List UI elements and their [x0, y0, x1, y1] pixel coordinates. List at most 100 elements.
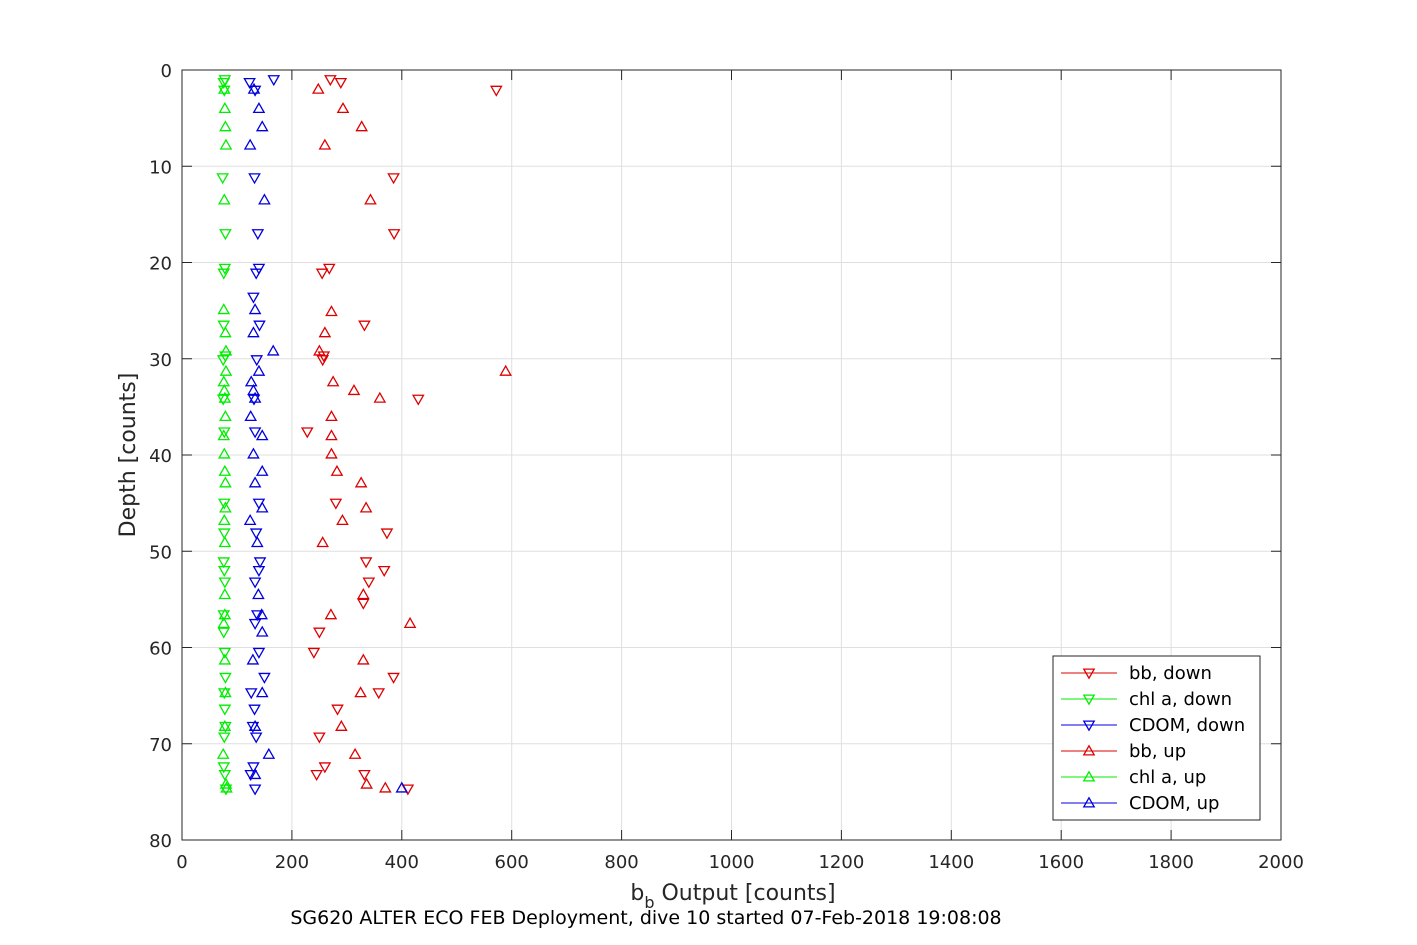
data-point [347, 384, 361, 396]
data-point [310, 770, 323, 782]
data-point [248, 577, 262, 589]
y-tick-label: 30 [149, 350, 172, 371]
data-point [247, 326, 260, 338]
data-point [255, 120, 269, 132]
data-point [403, 616, 417, 628]
legend-label: chl a, up [1129, 767, 1206, 788]
data-point [248, 476, 262, 488]
data-point [362, 577, 376, 589]
data-point [217, 429, 231, 441]
y-tick-label: 50 [149, 542, 172, 563]
data-point [217, 565, 231, 578]
series-5 [243, 82, 409, 793]
data-point [244, 688, 258, 700]
data-point [218, 391, 232, 403]
data-point [219, 686, 232, 698]
data-point [218, 719, 232, 731]
data-point [220, 781, 233, 793]
data-point [243, 513, 257, 525]
y-tick-label: 40 [149, 446, 172, 467]
data-point [219, 344, 233, 356]
data-point [255, 464, 269, 476]
data-point [219, 364, 233, 376]
x-tick-label: 2000 [1258, 852, 1304, 873]
data-point [217, 627, 231, 639]
data-point [387, 229, 401, 241]
data-point [300, 427, 314, 439]
data-point [248, 391, 262, 403]
y-tick-label: 20 [149, 254, 172, 275]
data-point [316, 536, 329, 548]
data-point [372, 688, 386, 700]
data-point [217, 498, 231, 510]
legend-marker [1082, 744, 1096, 756]
data-point [336, 101, 350, 114]
data-point [331, 704, 344, 716]
data-point [253, 557, 267, 569]
legend-marker [1082, 694, 1096, 706]
data-point [217, 447, 231, 459]
data-point [348, 747, 362, 759]
data-point [489, 85, 503, 97]
data-point [218, 577, 232, 589]
y-tick-label: 60 [149, 639, 172, 660]
legend-label: CDOM, down [1129, 715, 1245, 736]
data-point [244, 770, 258, 782]
x-tick-label: 800 [604, 852, 638, 873]
data-point [250, 355, 264, 367]
legend-label: CDOM, up [1129, 793, 1219, 814]
data-point [357, 598, 370, 610]
data-point [250, 610, 264, 622]
data-point [258, 672, 271, 684]
data-point [219, 672, 232, 684]
data-point [318, 326, 332, 338]
data-point [248, 768, 262, 780]
data-point [219, 229, 232, 241]
data-point [249, 268, 263, 280]
legend-box [1052, 655, 1261, 821]
data-point [219, 476, 232, 488]
data-point [218, 704, 232, 716]
data-point [336, 513, 349, 525]
legend-label: bb, up [1129, 741, 1186, 762]
data-point [258, 193, 271, 205]
x-tick-label: 600 [495, 852, 529, 873]
x-tick-label: 1800 [1148, 852, 1194, 873]
x-tick-label: 0 [176, 852, 187, 873]
data-point [218, 608, 232, 620]
data-point [246, 653, 260, 665]
legend-marker [1082, 796, 1096, 808]
data-point [216, 173, 229, 185]
data-point [357, 588, 370, 600]
data-point [325, 429, 338, 441]
data-point [219, 501, 232, 513]
data-point [255, 686, 269, 698]
data-point [250, 536, 264, 548]
legend-label: chl a, down [1129, 689, 1232, 710]
y-tick-label: 80 [149, 831, 172, 852]
data-point [251, 229, 265, 241]
x-tick-label: 200 [275, 852, 309, 873]
data-point [252, 565, 266, 578]
data-point [266, 344, 280, 356]
data-point [358, 770, 371, 782]
data-point [217, 303, 231, 315]
data-point [217, 193, 231, 205]
data-point [360, 777, 373, 789]
x-axis-label: bb Output [counts] [630, 881, 835, 912]
y-axis-label: Depth [counts] [116, 373, 141, 538]
data-point [255, 608, 268, 620]
data-point [318, 762, 332, 774]
data-point [318, 138, 332, 150]
data-point [217, 77, 231, 90]
data-point [359, 557, 373, 569]
data-point [217, 85, 231, 97]
legend-marker [1082, 770, 1096, 782]
data-point [315, 268, 329, 280]
data-point [380, 528, 394, 540]
data-point [329, 498, 343, 510]
data-point [217, 320, 231, 332]
data-point [249, 528, 263, 540]
legend-marker [1082, 720, 1096, 732]
